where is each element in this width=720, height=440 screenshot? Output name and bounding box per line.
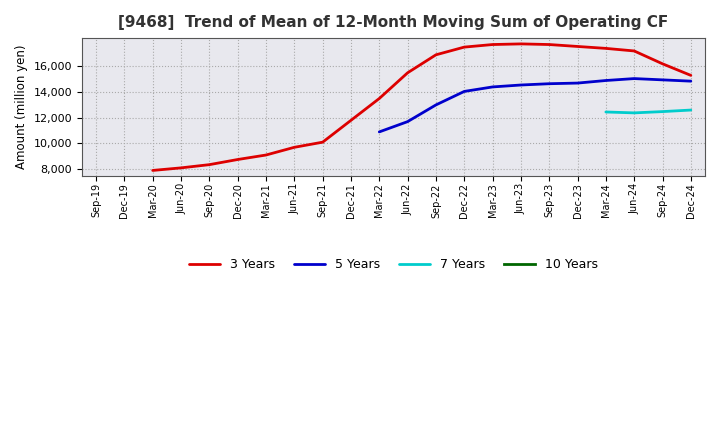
3 Years	[488, 42, 497, 47]
3 Years	[346, 117, 355, 123]
3 Years	[318, 139, 327, 145]
5 Years	[573, 81, 582, 86]
7 Years	[686, 107, 695, 113]
5 Years	[375, 129, 384, 135]
7 Years	[658, 109, 667, 114]
3 Years	[176, 165, 185, 171]
3 Years	[460, 44, 469, 50]
Line: 3 Years: 3 Years	[153, 44, 690, 170]
3 Years	[630, 48, 639, 54]
5 Years	[630, 76, 639, 81]
Line: 7 Years: 7 Years	[606, 110, 690, 113]
5 Years	[601, 78, 610, 83]
3 Years	[516, 41, 525, 47]
5 Years	[460, 89, 469, 94]
3 Years	[148, 168, 157, 173]
3 Years	[290, 145, 299, 150]
5 Years	[488, 84, 497, 90]
3 Years	[375, 96, 384, 101]
3 Years	[658, 61, 667, 66]
Title: [9468]  Trend of Mean of 12-Month Moving Sum of Operating CF: [9468] Trend of Mean of 12-Month Moving …	[118, 15, 669, 30]
5 Years	[431, 102, 440, 107]
3 Years	[573, 44, 582, 49]
3 Years	[403, 70, 412, 75]
3 Years	[431, 52, 440, 58]
Line: 5 Years: 5 Years	[379, 79, 690, 132]
3 Years	[261, 152, 270, 158]
7 Years	[630, 110, 639, 116]
5 Years	[403, 119, 412, 124]
7 Years	[601, 110, 610, 115]
5 Years	[658, 77, 667, 83]
5 Years	[686, 78, 695, 84]
5 Years	[545, 81, 554, 86]
3 Years	[233, 157, 242, 162]
Y-axis label: Amount (million yen): Amount (million yen)	[15, 44, 28, 169]
Legend: 3 Years, 5 Years, 7 Years, 10 Years: 3 Years, 5 Years, 7 Years, 10 Years	[184, 253, 603, 276]
3 Years	[205, 162, 214, 167]
5 Years	[516, 82, 525, 88]
3 Years	[545, 42, 554, 47]
3 Years	[686, 73, 695, 78]
3 Years	[601, 46, 610, 51]
